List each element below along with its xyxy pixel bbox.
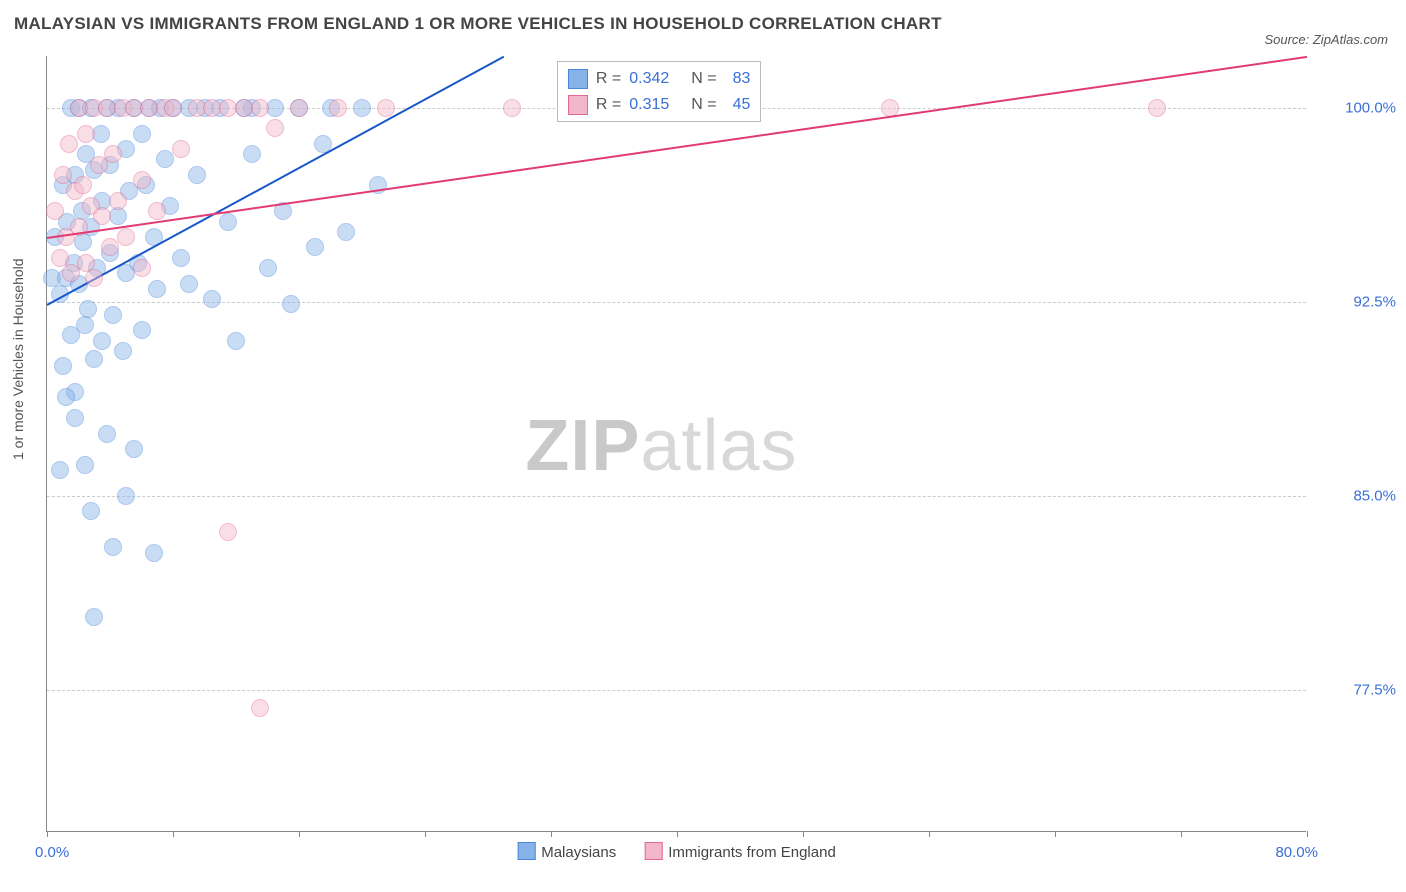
scatter-point [243,145,261,163]
y-tick-label: 100.0% [1316,99,1396,116]
scatter-point [54,166,72,184]
scatter-point [74,176,92,194]
scatter-point [85,350,103,368]
scatter-point [172,140,190,158]
scatter-plot: ZIPatlas 0.0% 80.0% MalaysiansImmigrants… [46,56,1306,832]
scatter-point [46,202,64,220]
x-tick-mark [425,831,426,837]
scatter-point [266,99,284,117]
scatter-point [114,342,132,360]
scatter-point [104,306,122,324]
scatter-point [125,440,143,458]
scatter-point [282,295,300,313]
scatter-point [133,321,151,339]
y-tick-label: 85.0% [1316,487,1396,504]
y-tick-label: 77.5% [1316,681,1396,698]
scatter-point [337,223,355,241]
scatter-point [290,99,308,117]
scatter-point [60,135,78,153]
scatter-point [62,264,80,282]
scatter-point [109,207,127,225]
scatter-point [133,259,151,277]
x-tick-mark [929,831,930,837]
x-tick-mark [1055,831,1056,837]
scatter-point [133,171,151,189]
scatter-point [259,259,277,277]
scatter-point [180,275,198,293]
scatter-point [79,300,97,318]
scatter-point [117,228,135,246]
scatter-point [85,608,103,626]
scatter-point [1148,99,1166,117]
x-tick-mark [677,831,678,837]
scatter-point [503,99,521,117]
x-tick-end: 80.0% [1275,844,1318,861]
chart-source: Source: ZipAtlas.com [1264,32,1388,47]
scatter-point [227,332,245,350]
scatter-point [66,409,84,427]
scatter-point [76,456,94,474]
scatter-point [148,280,166,298]
scatter-point [77,125,95,143]
scatter-point [117,487,135,505]
legend-bottom: Malaysians Immigrants from England [517,842,836,861]
scatter-point [98,425,116,443]
correlation-legend: R = 0.342N = 83R = 0.315N = 45 [557,61,762,122]
scatter-point [148,202,166,220]
scatter-point [93,332,111,350]
scatter-point [54,357,72,375]
legend-item: Immigrants from England [644,842,836,861]
x-tick-start: 0.0% [35,844,69,861]
scatter-point [51,461,69,479]
scatter-point [164,99,182,117]
scatter-point [104,145,122,163]
x-tick-mark [551,831,552,837]
scatter-point [251,699,269,717]
scatter-point [104,538,122,556]
x-tick-mark [803,831,804,837]
scatter-point [93,207,111,225]
legend-row: R = 0.342N = 83 [568,66,751,92]
scatter-point [145,544,163,562]
scatter-point [203,290,221,308]
scatter-point [82,502,100,520]
gridline [47,302,1306,303]
scatter-point [251,99,269,117]
scatter-point [76,316,94,334]
chart-title: MALAYSIAN VS IMMIGRANTS FROM ENGLAND 1 O… [14,14,942,34]
scatter-point [109,192,127,210]
legend-row: R = 0.315N = 45 [568,92,751,118]
scatter-point [188,166,206,184]
x-tick-mark [1307,831,1308,837]
scatter-point [57,388,75,406]
scatter-point [74,233,92,251]
y-tick-label: 92.5% [1316,293,1396,310]
scatter-point [133,125,151,143]
scatter-point [329,99,347,117]
x-tick-mark [1181,831,1182,837]
watermark: ZIPatlas [525,405,797,487]
scatter-point [266,119,284,137]
gridline [47,496,1306,497]
scatter-point [306,238,324,256]
x-tick-mark [47,831,48,837]
legend-item: Malaysians [517,842,616,861]
scatter-point [219,523,237,541]
scatter-point [172,249,190,267]
scatter-point [51,249,69,267]
scatter-point [101,238,119,256]
scatter-point [85,269,103,287]
x-tick-mark [299,831,300,837]
scatter-point [353,99,371,117]
scatter-point [377,99,395,117]
scatter-point [156,150,174,168]
y-axis-label: 1 or more Vehicles in Household [10,258,26,460]
x-tick-mark [173,831,174,837]
gridline [47,690,1306,691]
scatter-point [219,213,237,231]
